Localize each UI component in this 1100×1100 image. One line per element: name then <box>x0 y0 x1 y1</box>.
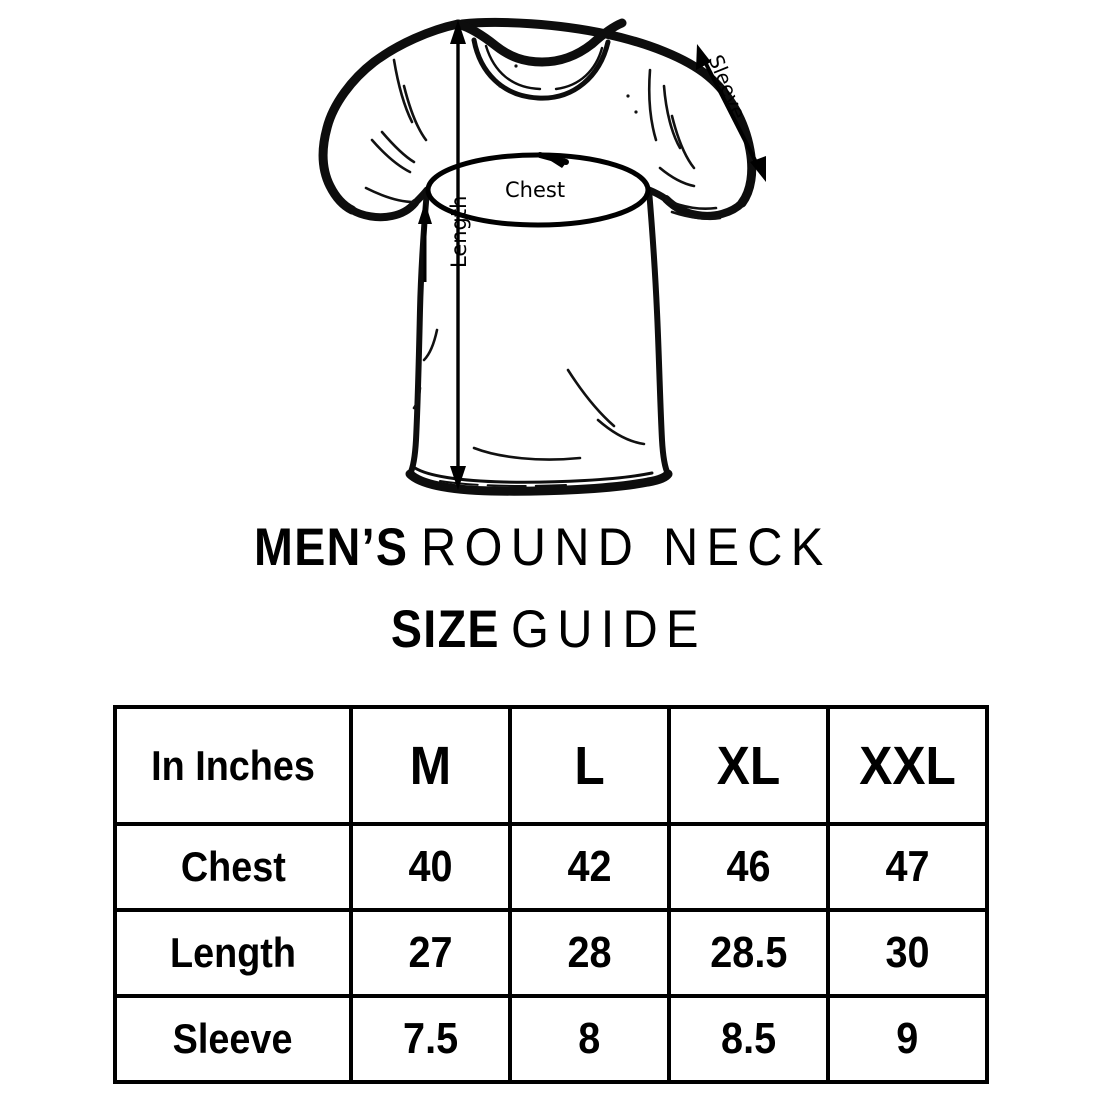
title-bold-size: SIZE <box>390 600 500 660</box>
length-arrowhead-top <box>450 20 466 44</box>
cell-value: 28.5 <box>709 928 788 977</box>
cell-value: 8 <box>578 1014 601 1063</box>
table-header-size-l: L <box>508 705 671 826</box>
row-label-cell: Sleeve <box>113 994 353 1084</box>
size-header-label: XL <box>716 735 781 796</box>
table-header-unit: In Inches <box>113 705 353 826</box>
cell-value: 30 <box>885 928 930 977</box>
row-label: Sleeve <box>173 1015 293 1062</box>
cell-value: 46 <box>726 842 771 891</box>
cell-value: 7.5 <box>402 1014 459 1063</box>
size-header-label: XXL <box>859 735 956 796</box>
sleeve-arrowhead-bottom <box>750 156 766 182</box>
cell-chest-xxl: 47 <box>826 822 989 912</box>
table-header-row: In Inches M L XL XXL <box>113 705 989 826</box>
chest-measure-label: Chest <box>505 178 566 202</box>
tshirt-svg <box>318 17 766 496</box>
cell-value: 27 <box>408 928 453 977</box>
size-header-label: L <box>574 735 605 796</box>
title-light-round-neck: ROUND NECK <box>420 518 832 577</box>
cell-sleeve-xxl: 9 <box>826 994 989 1084</box>
cell-chest-m: 40 <box>349 822 512 912</box>
table-header-size-xxl: XXL <box>826 705 989 826</box>
cell-chest-l: 42 <box>508 822 671 912</box>
tshirt-illustration: Chest Length Sleeve <box>0 0 1100 510</box>
sleeve-measure-arrow <box>700 55 762 171</box>
table-row-chest: Chest 40 42 46 47 <box>113 822 989 912</box>
cell-sleeve-l: 8 <box>508 994 671 1084</box>
title-light-guide: GUIDE <box>511 600 708 660</box>
length-measure-label: Length <box>447 195 471 268</box>
row-label: Length <box>170 929 296 976</box>
cell-value: 47 <box>885 842 930 891</box>
cell-length-xxl: 30 <box>826 908 989 998</box>
cell-length-m: 27 <box>349 908 512 998</box>
cell-length-xl: 28.5 <box>667 908 830 998</box>
title-line-1: MEN’S ROUND NECK <box>0 518 1100 577</box>
unit-header-label: In Inches <box>151 741 315 789</box>
cell-sleeve-m: 7.5 <box>349 994 512 1084</box>
cell-chest-xl: 46 <box>667 822 830 912</box>
cell-value: 40 <box>408 842 453 891</box>
table-header-size-m: M <box>349 705 512 826</box>
title-line-2: SIZE GUIDE <box>0 600 1100 660</box>
cell-value: 42 <box>567 842 612 891</box>
table-row-length: Length 27 28 28.5 30 <box>113 908 989 998</box>
cell-value: 8.5 <box>720 1014 777 1063</box>
cell-value: 28 <box>567 928 612 977</box>
table-header-size-xl: XL <box>667 705 830 826</box>
cell-sleeve-xl: 8.5 <box>667 994 830 1084</box>
table-row-sleeve: Sleeve 7.5 8 8.5 9 <box>113 994 989 1084</box>
row-label-cell: Chest <box>113 822 353 912</box>
sleeve-arrowhead-top <box>696 44 711 70</box>
cell-value: 9 <box>896 1014 919 1063</box>
row-label: Chest <box>180 843 286 890</box>
size-chart-table: In Inches M L XL XXL Chest <box>113 705 989 1084</box>
size-header-label: M <box>409 735 452 796</box>
page-title: MEN’S ROUND NECK SIZE GUIDE <box>0 518 1100 660</box>
length-arrowhead-bottom <box>450 466 466 490</box>
title-bold-mens: MEN’S <box>254 518 409 577</box>
cell-length-l: 28 <box>508 908 671 998</box>
row-label-cell: Length <box>113 908 353 998</box>
